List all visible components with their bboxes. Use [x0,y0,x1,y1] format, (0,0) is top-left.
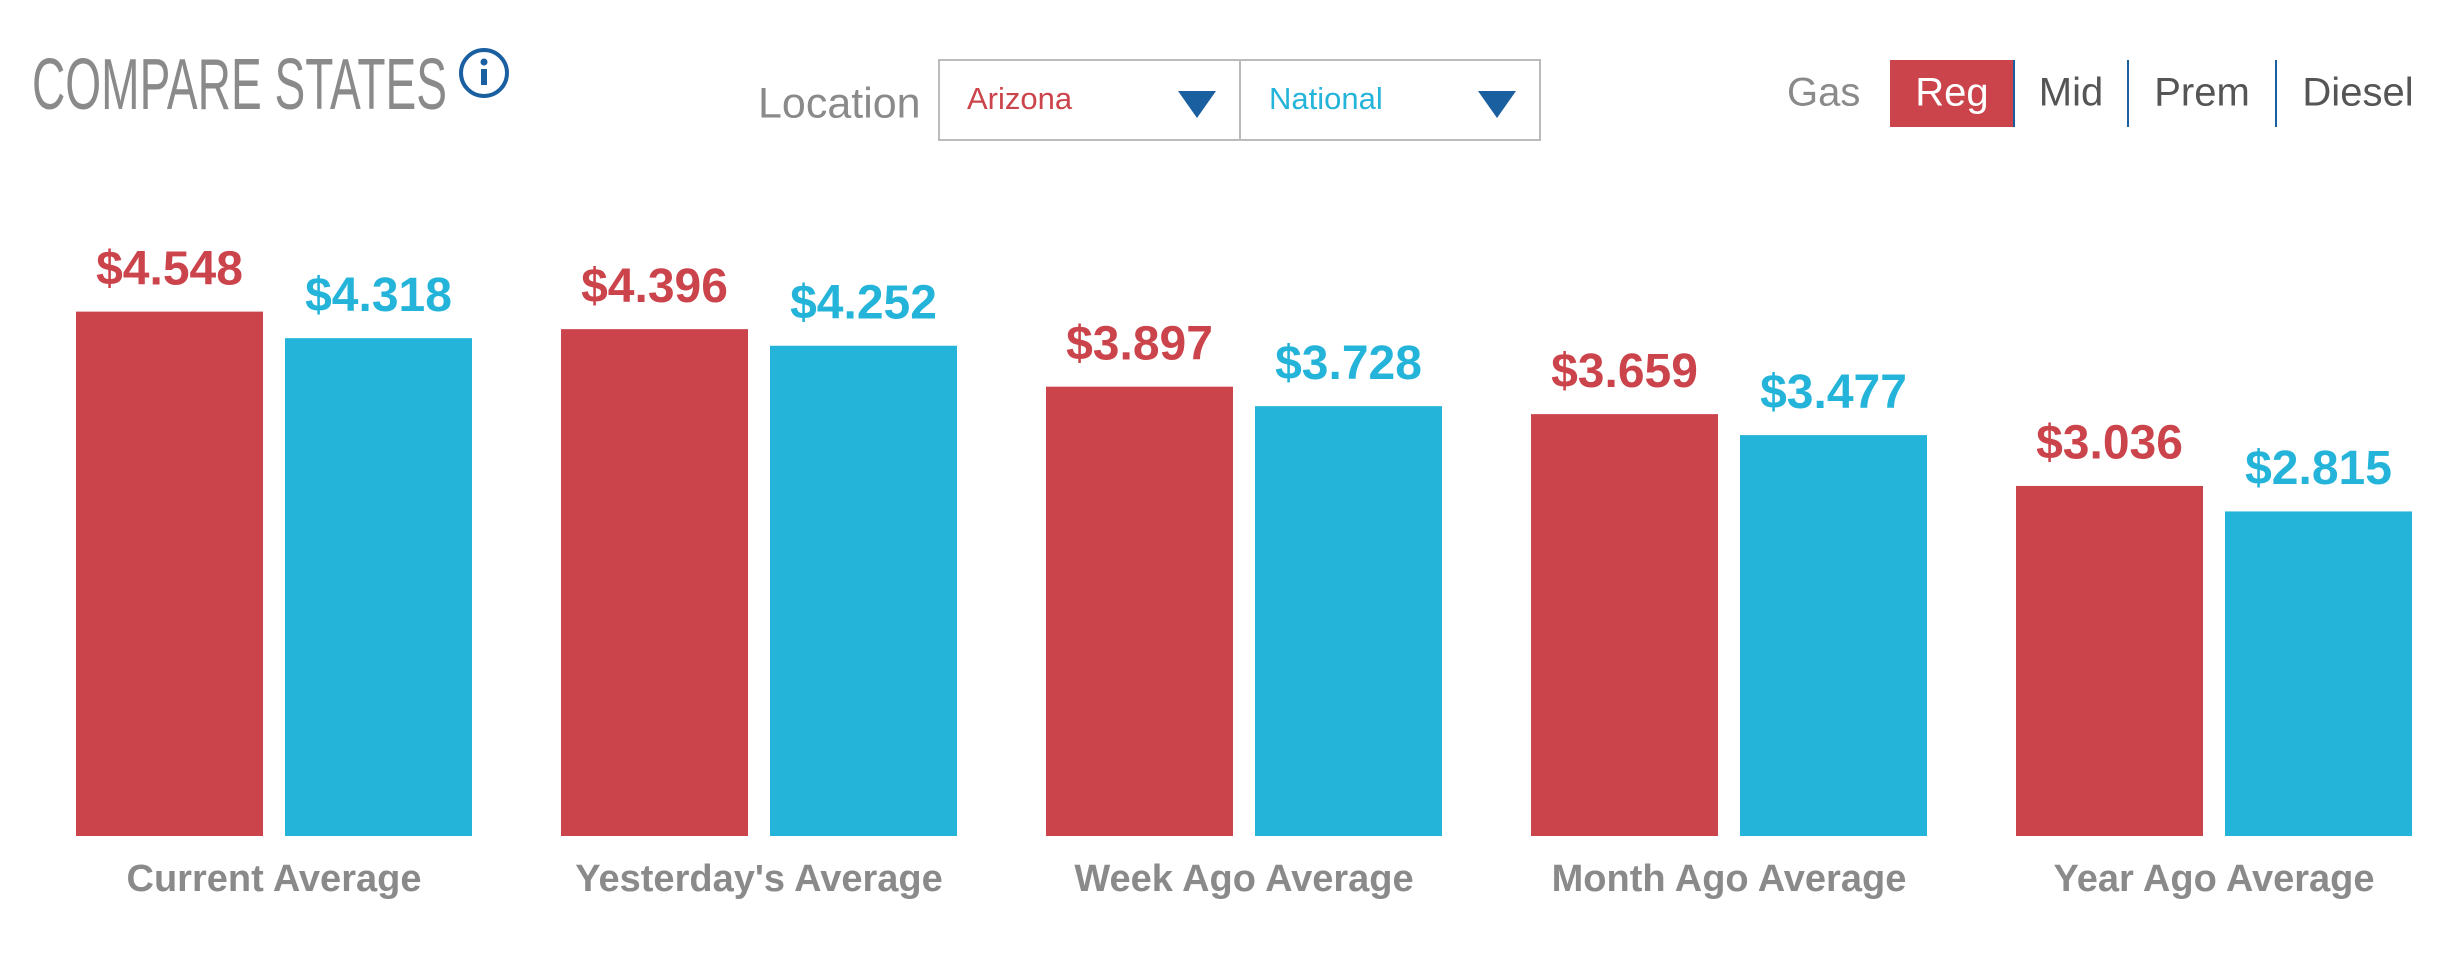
value-label: $3.036 [2036,417,2183,470]
bar [2016,485,2203,836]
fuel-tab[interactable]: Diesel [2302,71,2413,115]
fuel-tab[interactable]: Prem [2154,71,2250,115]
value-label: $3.728 [1275,337,1422,390]
bar [285,338,472,836]
fuel-tab[interactable]: Reg [1915,71,1988,115]
x-tick-label: Week Ago Average [1074,858,1413,900]
dropdown-arrow[interactable] [1478,91,1516,118]
value-label: $3.897 [1066,317,1213,370]
info-stem [481,69,487,85]
location-label: Location [758,79,921,127]
info-dot [480,58,488,66]
bar [2225,511,2412,836]
x-tick-label: Current Average [127,858,422,900]
fuel-tab[interactable]: Mid [2039,71,2103,115]
value-label: $3.477 [1760,366,1907,419]
fuel-tab-active[interactable] [1890,60,2014,127]
x-tick-label: Year Ago Average [2053,858,2374,900]
bar [561,329,748,836]
info-circle [459,48,509,98]
value-label: $2.815 [2245,442,2392,495]
title: COMPARE STATES [32,45,447,125]
state-select[interactable]: Arizona [967,81,1073,116]
value-label: $4.548 [96,242,243,295]
value-label: $4.396 [581,260,728,313]
fuel-label: Gas [1787,71,1860,115]
value-label: $3.659 [1551,345,1698,398]
bar [1531,414,1718,836]
bar [76,311,263,836]
x-tick-label: Month Ago Average [1552,858,1907,900]
x-tick-label: Yesterday's Average [575,858,942,900]
location-select[interactable]: Arizona National [938,59,1541,141]
bar [1046,386,1233,836]
dropdown-arrow[interactable] [1178,91,1216,118]
value-label: $4.252 [790,276,937,329]
info-icon[interactable] [459,48,509,98]
bar [1255,406,1442,836]
fuel-tabs: Reg Mid Prem Diesel [1890,60,2414,127]
bar [770,345,957,836]
compare-select[interactable]: National [1269,81,1383,116]
chart: $4.548 $4.318 Current Average $4.396 $4.252 Y… [76,242,2412,900]
value-label: $4.318 [305,269,452,322]
bar [1740,435,1927,836]
